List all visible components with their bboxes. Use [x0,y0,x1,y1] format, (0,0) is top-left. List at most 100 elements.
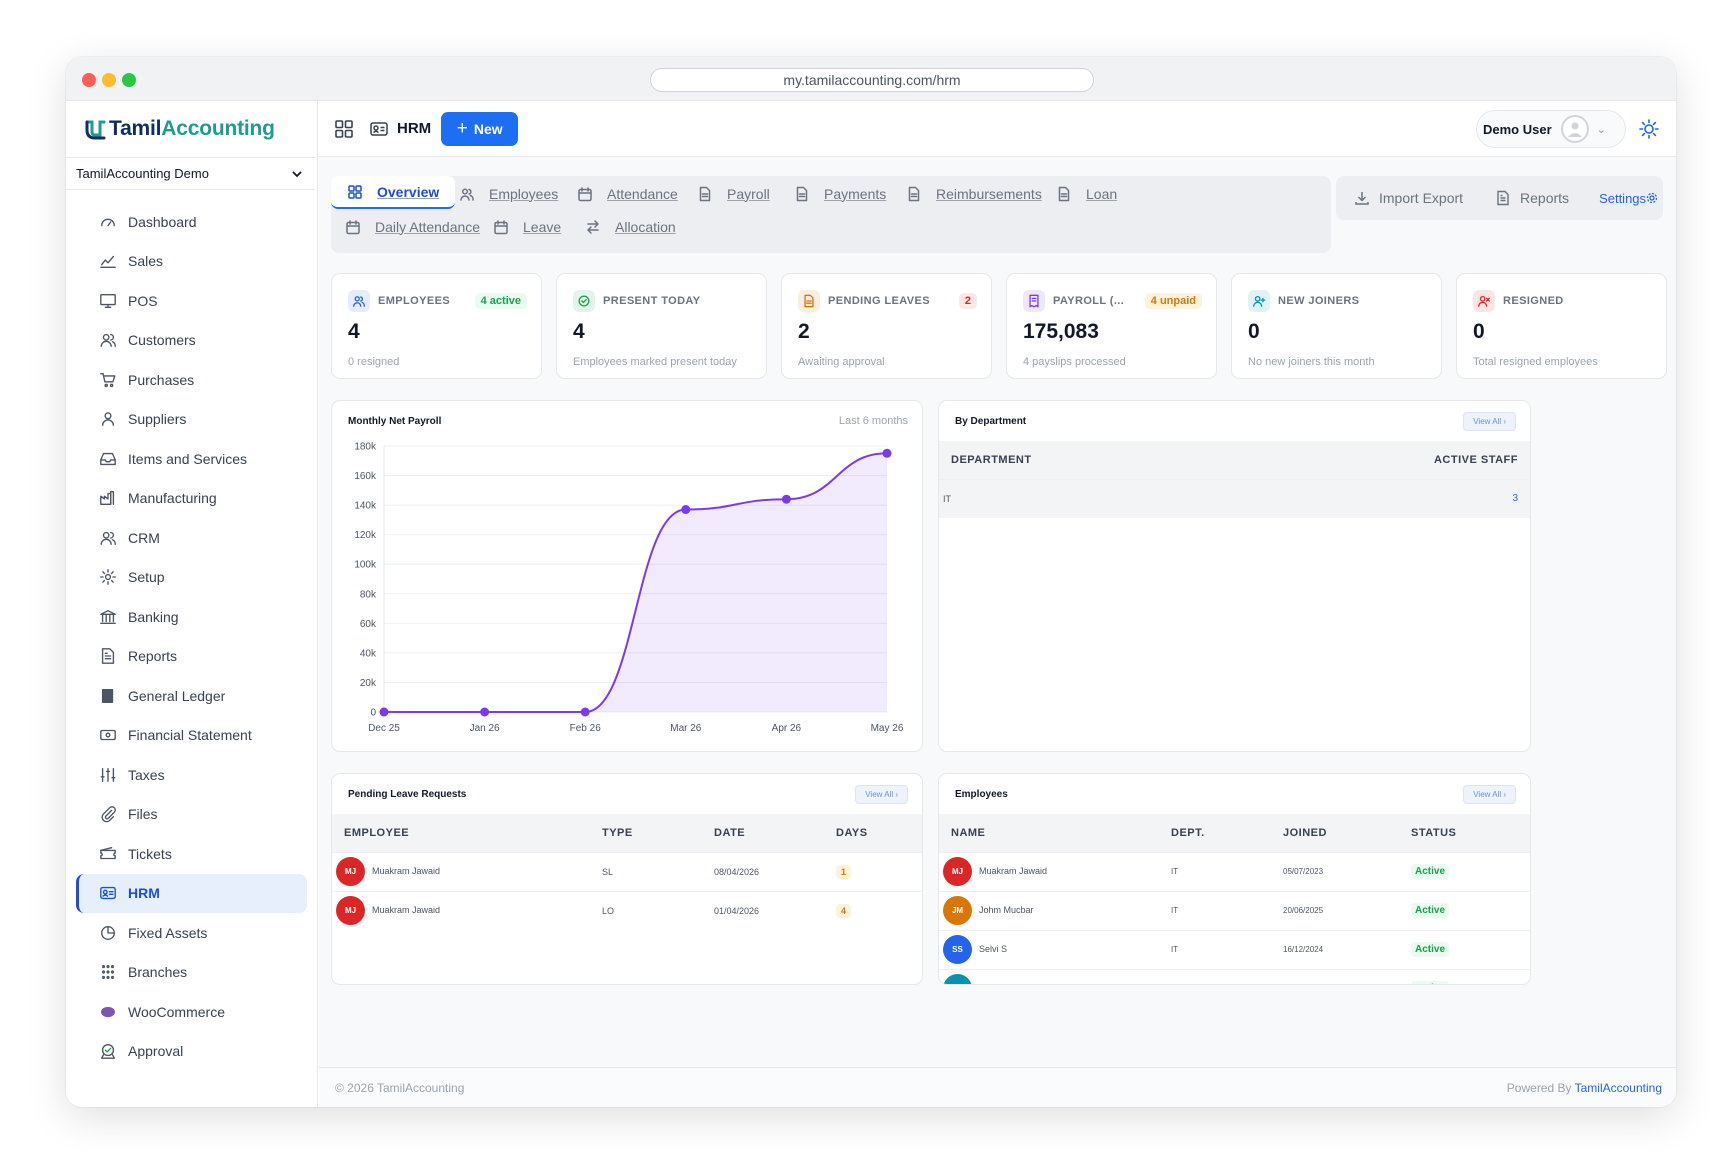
stat-card-header: PRESENT TODAY [573,290,752,312]
tab-icon-wrap [493,219,509,235]
sidebar-item-approval[interactable]: Approval [76,1032,307,1072]
stat-card-pending-leaves[interactable]: PENDING LEAVES 2 2 Awaiting approval [781,273,992,379]
gear-icon-wrap [98,567,118,587]
brand-logo[interactable]: TamilAccounting [66,101,317,157]
stat-card-new-joiners[interactable]: NEW JOINERS 0 No new joiners this month [1231,273,1442,379]
sidebar-item-pos[interactable]: POS [76,281,307,321]
stat-card-payroll[interactable]: PAYROLL (... 4 unpaid 175,083 4 payslips… [1006,273,1217,379]
tab-payments[interactable]: Payments [794,178,886,209]
avatar: JM [943,896,972,925]
maximize-window-button[interactable] [122,73,136,87]
leave-view-all-button[interactable]: View All › [855,784,908,804]
url-bar[interactable]: my.tamilaccounting.com/hrm [650,68,1094,92]
stat-card-employees[interactable]: EMPLOYEES 4 active 4 0 resigned [331,273,542,379]
sidebar-item-setup[interactable]: Setup [76,558,307,598]
sidebar-item-financial-statement[interactable]: Financial Statement [76,716,307,756]
tab-loan[interactable]: Loan [1056,178,1117,209]
sidebar-item-suppliers[interactable]: Suppliers [76,400,307,440]
leave-days: 4 [836,903,852,918]
sidebar-item-hrm[interactable]: HRM [76,873,307,913]
close-window-button[interactable] [82,73,96,87]
sidebar-item-purchases[interactable]: Purchases [76,360,307,400]
stat-title: EMPLOYEES [378,295,451,307]
module-title: HRM [397,120,432,137]
sidebar-item-taxes[interactable]: Taxes [76,755,307,795]
sidebar-item-tickets[interactable]: Tickets [76,834,307,874]
theme-toggle-sun-icon[interactable] [1638,118,1660,140]
tab-attendance[interactable]: Attendance [577,178,678,209]
book-icon [101,688,114,703]
x-tick-label: Dec 25 [368,723,400,734]
data-point [781,494,791,504]
approval-icon-wrap [98,1041,118,1061]
pie-icon [101,925,115,940]
department-view-all-button[interactable]: View All › [1463,411,1516,431]
table-row[interactable]: MJ Muakram Jawaid IT 05/07/2023 Active [939,851,1530,891]
stat-card-present-today[interactable]: PRESENT TODAY 4 Employees marked present… [556,273,767,379]
tab-label: Payroll [727,185,770,202]
table-row[interactable]: RK Raj kumar — — Active [939,968,1530,984]
table-row[interactable]: JM Johm Mucbar IT 20/06/2025 Active [939,890,1530,930]
new-button[interactable]: + New [441,111,519,146]
employees-view-all-button[interactable]: View All › [1463,784,1516,804]
stat-subtitle: 0 resigned [348,356,400,368]
sidebar-item-label: Tickets [128,845,172,862]
sidebar-item-items-and-services[interactable]: Items and Services [76,439,307,479]
calendar-icon [494,219,508,234]
sidebar-item-banking[interactable]: Banking [76,597,307,637]
user-avatar [1560,115,1589,143]
sidebar-item-label: Financial Statement [128,727,252,744]
company-select[interactable]: TamilAccounting Demo [66,157,315,190]
tab-leave[interactable]: Leave [493,211,561,242]
user-menu[interactable]: Demo User ⌄ [1476,110,1626,148]
sidebar-item-label: HRM [128,885,160,902]
sidebar-item-branches[interactable]: Branches [76,953,307,993]
department-name: IT [939,478,1230,518]
monitor-icon [100,293,116,308]
sidebar-item-fixed-assets[interactable]: Fixed Assets [76,913,307,953]
sidebar-item-woocommerce[interactable]: WooCommerce [76,992,307,1032]
stat-card-resigned[interactable]: RESIGNED 0 Total resigned employees [1456,273,1667,379]
stat-subtitle: Employees marked present today [573,356,737,368]
sidebar-item-crm[interactable]: CRM [76,518,307,558]
stat-title: PRESENT TODAY [603,295,701,307]
tab-daily-attendance[interactable]: Daily Attendance [345,211,480,242]
employee-name-cell: MJ Muakram Jawaid [939,851,1171,891]
receipt-icon [1029,294,1039,308]
tab-employees[interactable]: Employees [459,178,558,209]
reports-button[interactable]: Reports [1495,190,1569,206]
tab-reimbursements[interactable]: Reimbursements [906,178,1042,209]
sidebar-item-files[interactable]: Files [76,795,307,835]
stat-card-header: PAYROLL (... 4 unpaid [1023,290,1202,312]
table-row[interactable]: MJ Muakram Jawaid SL 08/04/2026 1 [332,851,922,891]
x-tick-label: Mar 26 [670,723,702,734]
sidebar-item-customers[interactable]: Customers [76,321,307,361]
tab-icon-wrap [577,186,593,202]
table-row[interactable]: SS Selvi S IT 16/12/2024 Active [939,929,1530,969]
tab-payroll[interactable]: Payroll [697,178,770,209]
employee-name-cell: RK Raj kumar [939,968,1171,984]
apps-grid-icon[interactable] [333,118,355,140]
sidebar-item-dashboard[interactable]: Dashboard [76,202,307,242]
stat-badge: 4 active [474,293,527,309]
minimize-window-button[interactable] [102,73,116,87]
sidebar-item-general-ledger[interactable]: General Ledger [76,676,307,716]
footer: © 2026 TamilAccounting Powered By TamilA… [319,1067,1676,1107]
table-row[interactable]: MJ Muakram Jawaid LO 01/04/2026 4 [332,890,922,930]
sidebar-item-manufacturing[interactable]: Manufacturing [76,479,307,519]
sidebar-item-label: Purchases [128,371,195,388]
tab-icon-wrap [345,219,361,235]
tab-label: Attendance [607,185,678,202]
sidebar-item-reports[interactable]: Reports [76,637,307,677]
tab-allocation[interactable]: Allocation [585,211,676,242]
sidebar-item-label: Banking [128,608,179,625]
sidebar-item-label: General Ledger [128,687,226,704]
settings-link[interactable]: Settings [1599,191,1658,206]
powered-by-link[interactable]: TamilAccounting [1574,1080,1662,1095]
sidebar-item-sales[interactable]: Sales [76,242,307,282]
import-export-button[interactable]: Import Export [1354,190,1463,206]
bank-icon [100,609,116,624]
company-select-value: TamilAccounting Demo [76,166,209,181]
tab-overview[interactable]: Overview [331,176,456,209]
main-content: HRM + New Demo User ⌄ Overview Employees At… [319,101,1676,1107]
